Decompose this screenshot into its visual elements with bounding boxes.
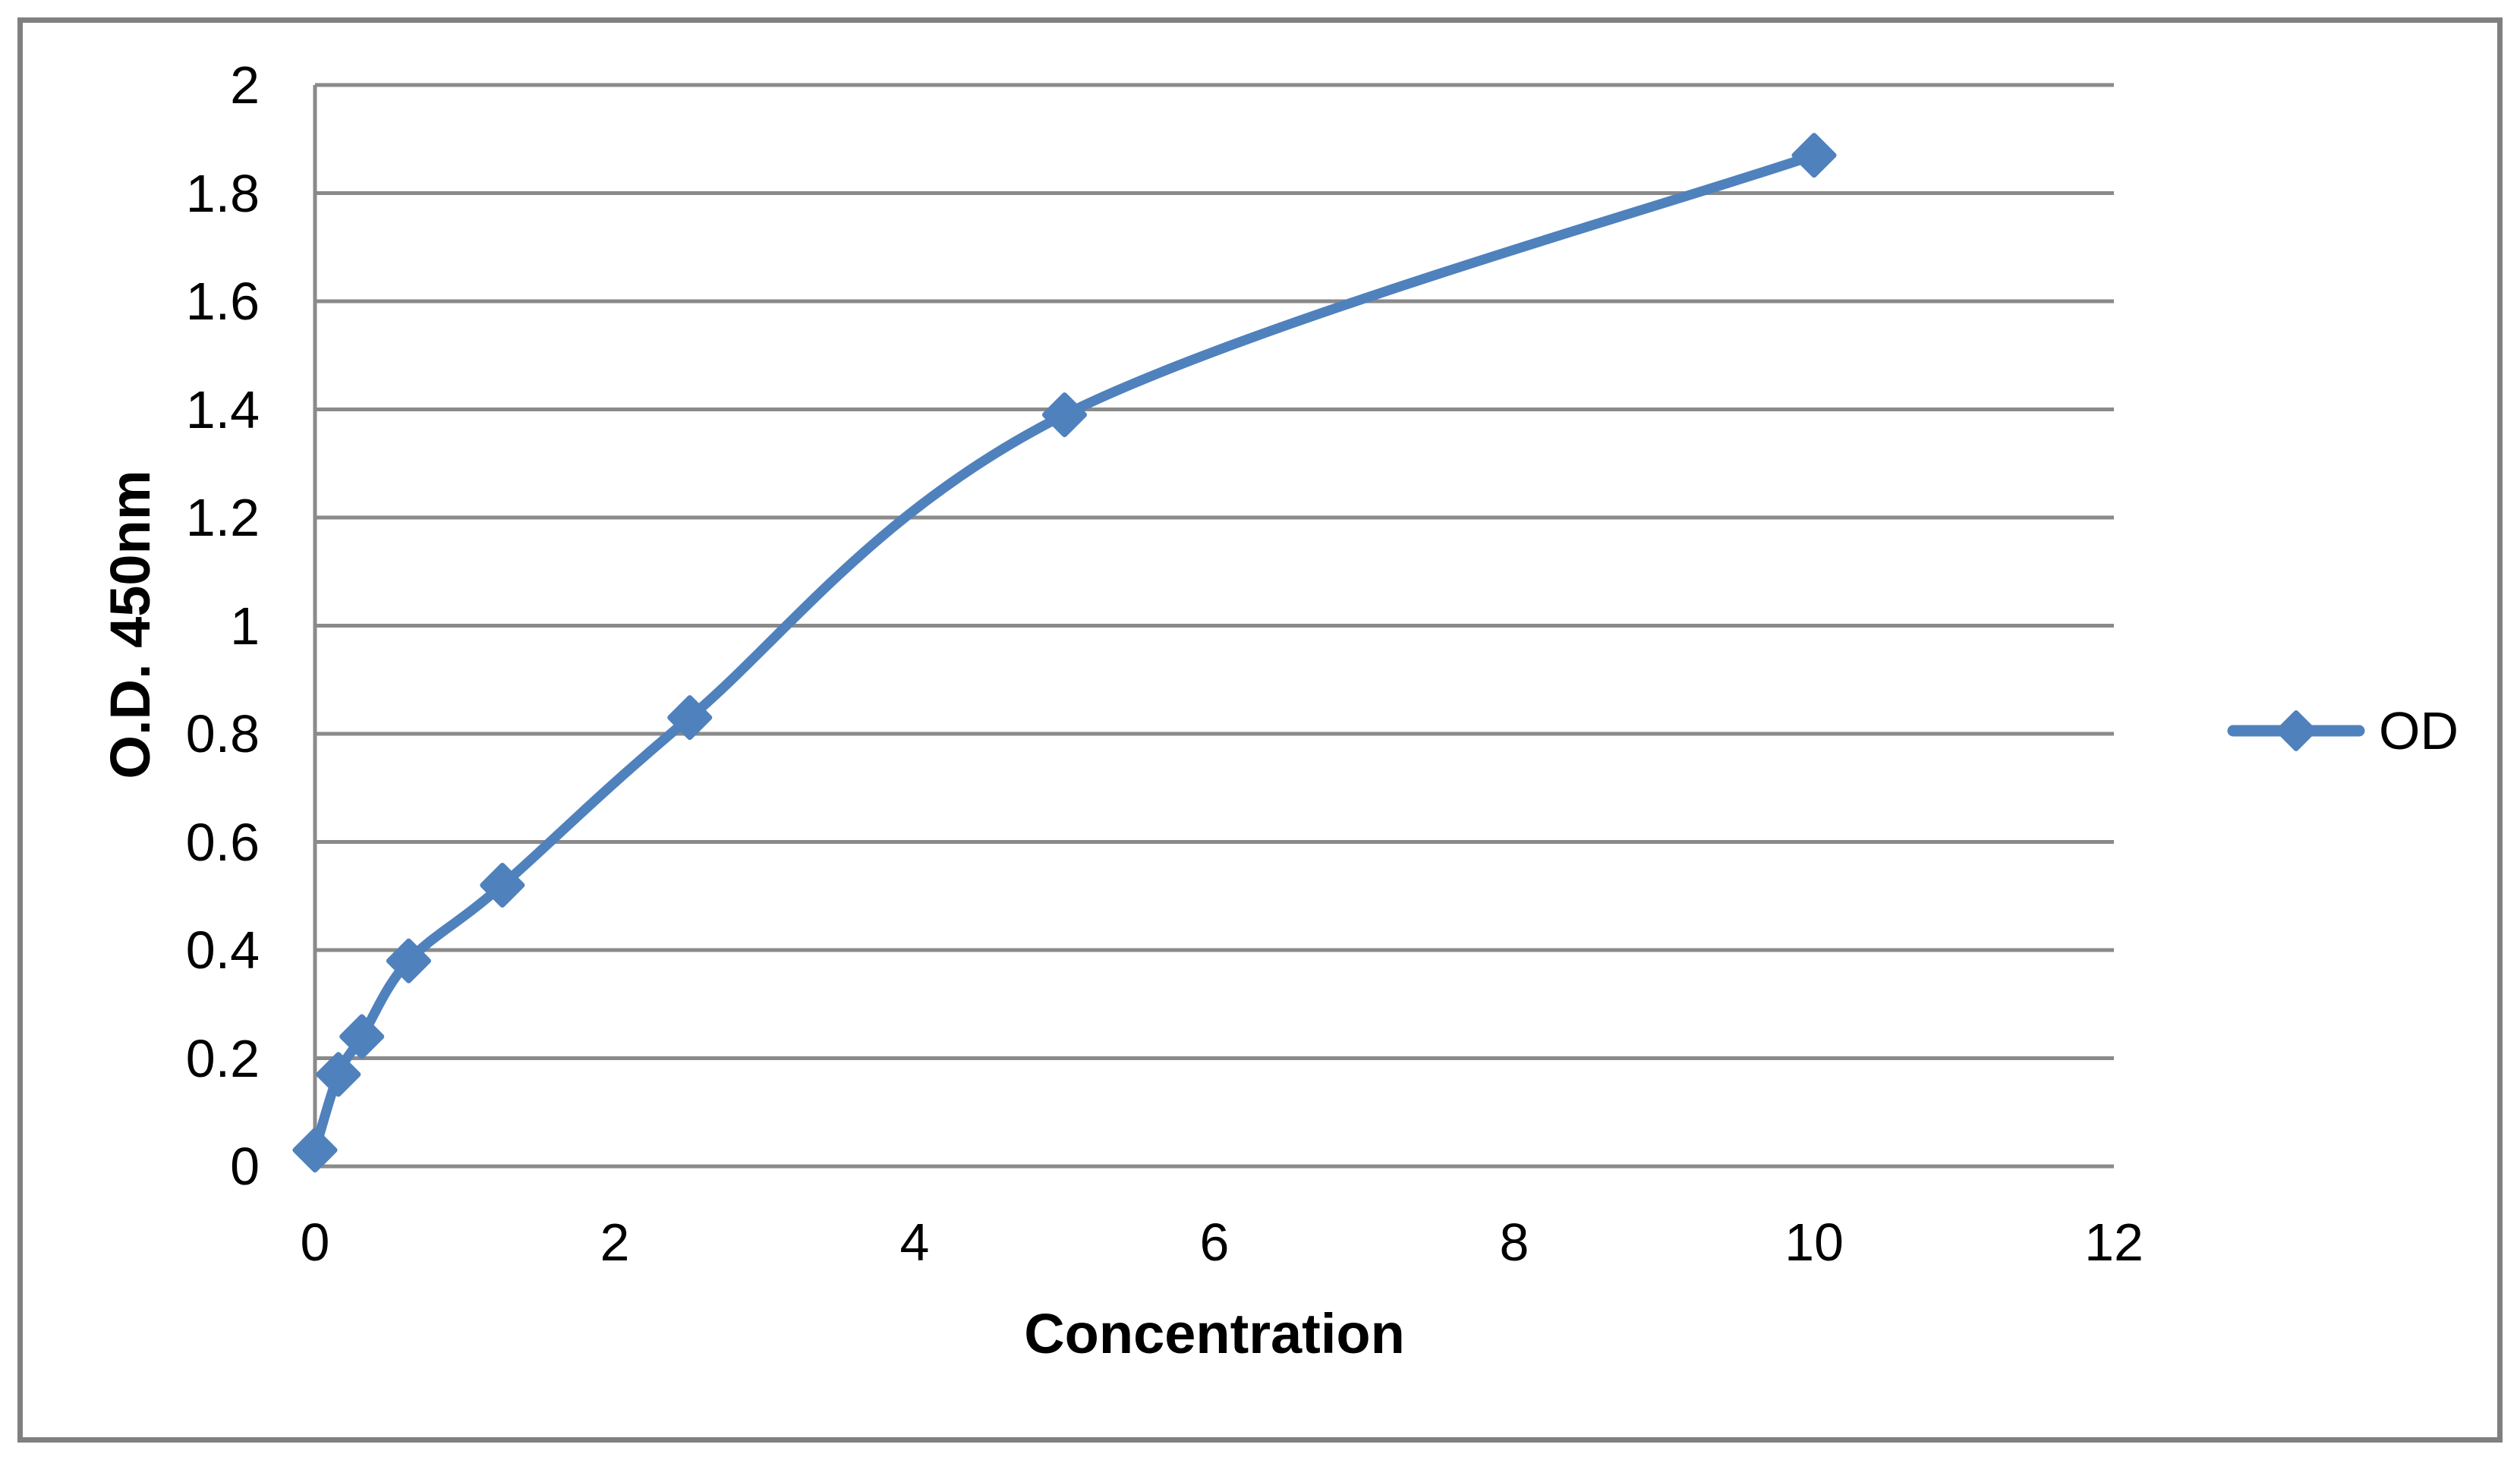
x-tick-label: 8: [1499, 1213, 1529, 1272]
data-point-marker: [386, 938, 431, 983]
y-tick-label: 0.8: [185, 704, 260, 763]
data-point-marker: [316, 1052, 361, 1097]
y-tick-label: 2: [230, 55, 260, 115]
y-tick-label: 0: [230, 1137, 260, 1196]
data-point-marker: [339, 1014, 385, 1059]
y-tick-label: 1.8: [185, 163, 260, 223]
legend-series-label: OD: [2379, 701, 2459, 760]
y-tick-label: 1.4: [185, 379, 260, 439]
y-tick-label: 1: [230, 596, 260, 656]
data-point-marker: [480, 863, 525, 908]
legend-diamond-icon: [2276, 710, 2317, 751]
y-axis-title: O.D. 450nm: [99, 470, 162, 779]
legend-series-marker-icon: [2227, 710, 2365, 751]
x-axis-title: Concentration: [1024, 1302, 1405, 1365]
data-point-marker: [667, 695, 713, 741]
legend: OD: [2224, 697, 2459, 765]
x-tick-label: 10: [1784, 1213, 1844, 1272]
figure-border: [17, 17, 2503, 1443]
data-point-marker: [1791, 133, 1837, 178]
y-tick-label: 0.4: [185, 920, 260, 980]
data-point-marker: [1042, 392, 1087, 438]
y-tick-label: 1.2: [185, 488, 260, 547]
x-tick-label: 6: [1199, 1213, 1230, 1272]
x-tick-label: 2: [600, 1213, 630, 1272]
y-tick-label: 0.2: [185, 1028, 260, 1088]
x-tick-label: 12: [2084, 1213, 2144, 1272]
y-tick-label: 0.6: [185, 812, 260, 872]
x-tick-label: 0: [300, 1213, 330, 1272]
data-point-marker: [292, 1128, 338, 1173]
x-tick-label: 4: [899, 1213, 930, 1272]
y-tick-label: 1.6: [185, 272, 260, 331]
series-line-od: [310, 150, 1819, 1156]
